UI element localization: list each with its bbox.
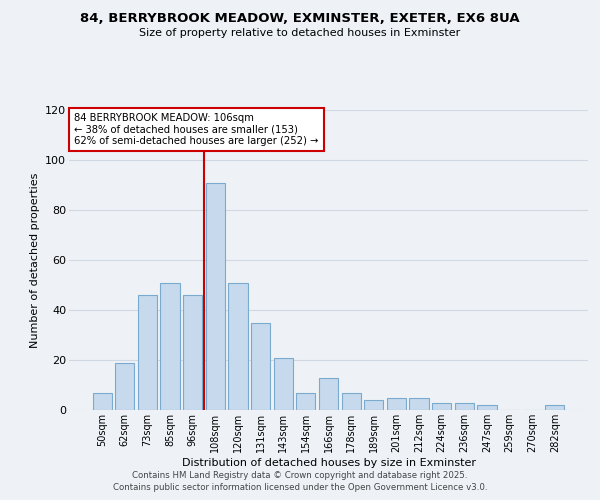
Bar bbox=[387, 398, 406, 410]
Text: 84, BERRYBROOK MEADOW, EXMINSTER, EXETER, EX6 8UA: 84, BERRYBROOK MEADOW, EXMINSTER, EXETER… bbox=[80, 12, 520, 26]
Bar bbox=[432, 402, 451, 410]
Text: Distribution of detached houses by size in Exminster: Distribution of detached houses by size … bbox=[182, 458, 476, 468]
Bar bbox=[296, 392, 316, 410]
Text: Contains HM Land Registry data © Crown copyright and database right 2025.
Contai: Contains HM Land Registry data © Crown c… bbox=[113, 471, 487, 492]
Bar bbox=[138, 295, 157, 410]
Bar bbox=[455, 402, 474, 410]
Text: 84 BERRYBROOK MEADOW: 106sqm
← 38% of detached houses are smaller (153)
62% of s: 84 BERRYBROOK MEADOW: 106sqm ← 38% of de… bbox=[74, 113, 319, 146]
Bar bbox=[115, 362, 134, 410]
Bar bbox=[364, 400, 383, 410]
Bar bbox=[92, 392, 112, 410]
Y-axis label: Number of detached properties: Number of detached properties bbox=[29, 172, 40, 348]
Bar bbox=[545, 405, 565, 410]
Bar bbox=[160, 282, 180, 410]
Text: Size of property relative to detached houses in Exminster: Size of property relative to detached ho… bbox=[139, 28, 461, 38]
Bar bbox=[319, 378, 338, 410]
Bar bbox=[341, 392, 361, 410]
Bar bbox=[229, 282, 248, 410]
Bar bbox=[183, 295, 202, 410]
Bar bbox=[477, 405, 497, 410]
Bar bbox=[251, 322, 270, 410]
Bar bbox=[206, 182, 225, 410]
Bar bbox=[409, 398, 428, 410]
Bar bbox=[274, 358, 293, 410]
